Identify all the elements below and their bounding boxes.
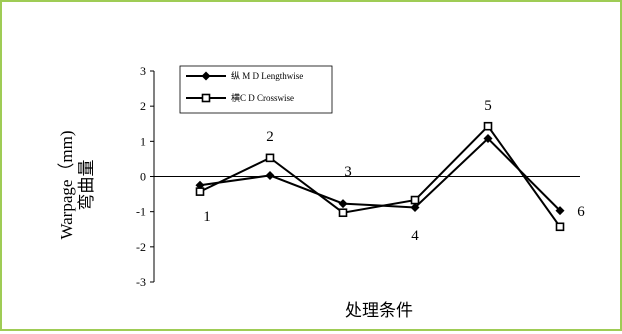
y-tick-label: 3 xyxy=(140,64,146,78)
series-line-lengthwise xyxy=(199,137,561,212)
data-point-diamond xyxy=(483,134,493,144)
y-axis-title-line1: Warpage（mm) xyxy=(57,130,76,239)
series-layer xyxy=(195,121,565,232)
legend-label-crosswise: 横C D Crosswise xyxy=(231,92,294,103)
data-point-square xyxy=(265,153,275,163)
data-point-square xyxy=(195,187,205,196)
condition-label: 5 xyxy=(484,98,492,114)
data-point-diamond xyxy=(410,202,420,212)
condition-label: 2 xyxy=(266,129,274,145)
condition-label: 6 xyxy=(577,204,585,220)
y-axis-title-line2: 弯曲量 xyxy=(77,160,96,211)
condition-label: 4 xyxy=(411,228,419,244)
y-tick-label: 0 xyxy=(140,170,146,184)
legend-label-lengthwise: 纵 M D Lengthwise xyxy=(231,71,303,81)
data-point-diamond xyxy=(555,206,565,216)
y-tick-label: -3 xyxy=(136,275,146,289)
condition-label: 1 xyxy=(203,209,211,225)
condition-label: 3 xyxy=(344,164,352,180)
legend-marker-diamond-icon xyxy=(201,71,211,81)
point-labels: 1 2 3 4 5 6 xyxy=(203,98,585,244)
data-point-diamond xyxy=(338,199,348,209)
y-tick-label: -1 xyxy=(136,205,146,219)
legend-marker-square-icon xyxy=(201,93,211,103)
y-tick-label: 1 xyxy=(140,134,146,148)
series-line-crosswise xyxy=(199,124,561,228)
y-tick-label: -2 xyxy=(136,240,146,254)
data-point-square xyxy=(410,195,420,205)
legend: 纵 M D Lengthwise 横C D Crosswise xyxy=(179,65,333,114)
y-axis-title: Warpage（mm) 弯曲量 xyxy=(57,130,96,239)
data-point-square xyxy=(338,208,348,218)
line-chart: 3 2 1 0 -1 -2 -3 1 2 3 4 5 6 纵 M D Lengthwise 横C D … xyxy=(57,64,585,320)
y-ticks: 3 2 1 0 -1 -2 -3 xyxy=(136,64,154,289)
data-point-diamond xyxy=(265,170,275,180)
data-point-square xyxy=(555,222,565,232)
y-tick-label: 2 xyxy=(140,99,146,113)
x-axis-title: 处理条件 xyxy=(345,301,413,320)
data-point-square xyxy=(483,121,493,131)
